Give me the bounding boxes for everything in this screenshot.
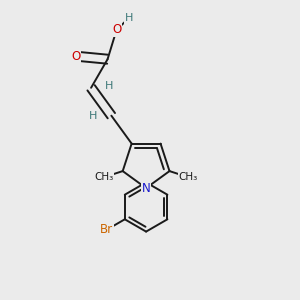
- Text: H: H: [89, 111, 98, 121]
- Text: O: O: [71, 50, 81, 63]
- Text: O: O: [112, 23, 121, 36]
- Text: CH₃: CH₃: [178, 172, 198, 182]
- Text: H: H: [124, 14, 133, 23]
- Text: H: H: [105, 81, 113, 91]
- Text: CH₃: CH₃: [94, 172, 114, 182]
- Text: Br: Br: [100, 223, 113, 236]
- Text: N: N: [142, 182, 151, 195]
